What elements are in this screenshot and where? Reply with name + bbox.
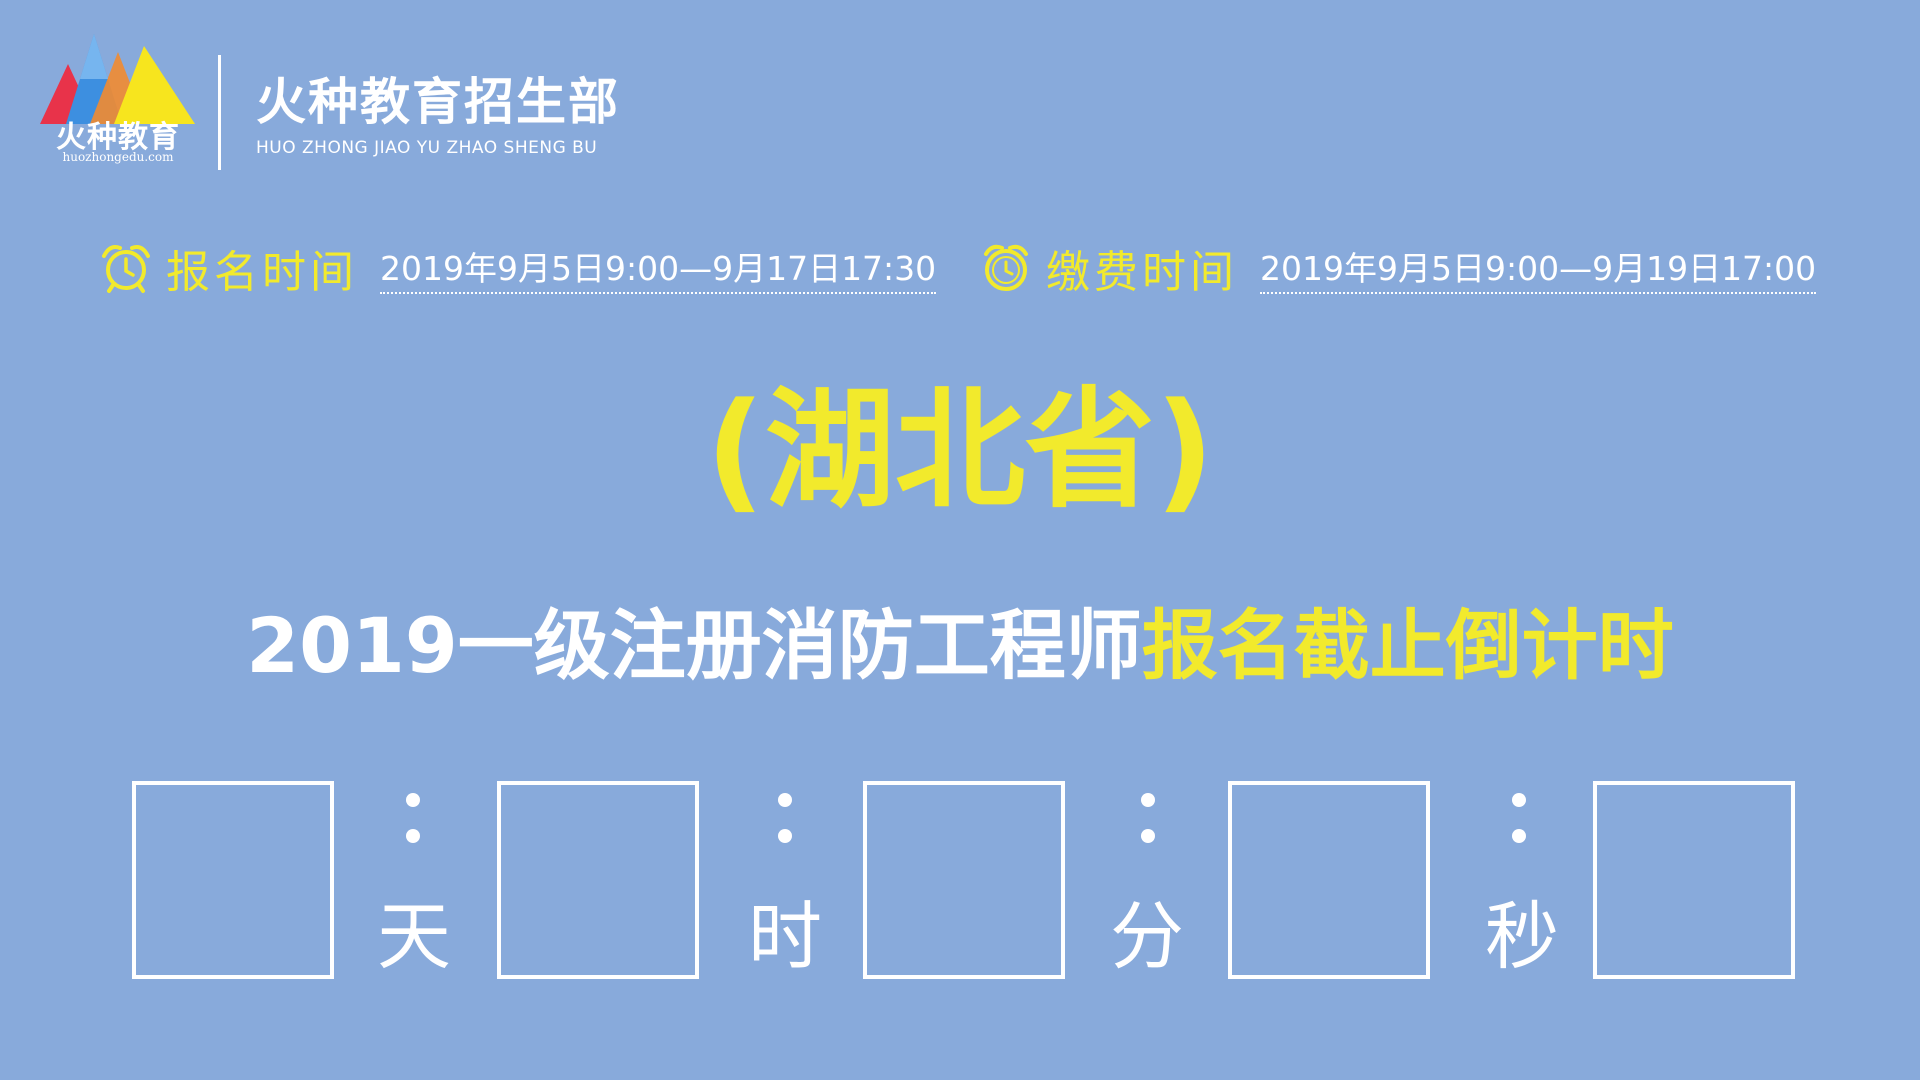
registration-time-value: 2019年9月5日9:00—9月17日17:30 (380, 242, 937, 294)
payment-time-value: 2019年9月5日9:00—9月19日17:00 (1260, 242, 1817, 294)
province-title: (湖北省) (705, 374, 1215, 526)
headline-exam-name: 2019一级注册消防工程师 (246, 601, 1142, 690)
registration-time-label: 报名时间 (166, 247, 358, 298)
countdown-box-5 (1593, 781, 1795, 979)
countdown-colon (1512, 793, 1526, 843)
countdown-box-1 (132, 781, 334, 979)
countdown-box-3 (863, 781, 1065, 979)
unit-hour-label: 时 (748, 894, 822, 980)
alarm-clock-icon (984, 244, 1028, 291)
unit-day-label: 天 (377, 894, 451, 980)
countdown-headline: 2019一级注册消防工程师报名截止倒计时 (0, 596, 1920, 696)
alarm-clock-icon (102, 245, 150, 293)
countdown-box-4 (1228, 781, 1430, 979)
logo-url: huozhongedu.com (62, 150, 174, 164)
payment-time-row: 缴费时间 2019年9月5日9:00—9月19日17:00 (980, 238, 1817, 298)
unit-minute-label: 分 (1110, 894, 1184, 980)
brand-subtitle: HUO ZHONG JIAO YU ZHAO SHENG BU (256, 138, 598, 158)
countdown-colon (778, 793, 792, 843)
headline-countdown-label: 报名截止倒计时 (1141, 601, 1674, 690)
unit-second-label: 秒 (1485, 894, 1559, 980)
registration-time-row: 报名时间 2019年9月5日9:00—9月17日17:30 (100, 238, 937, 298)
countdown-colon (1141, 793, 1155, 843)
countdown-box-2 (497, 781, 699, 979)
header-divider (218, 55, 221, 170)
brand-title: 火种教育招生部 (256, 73, 620, 131)
countdown-colon (406, 793, 420, 843)
logo-mountains-icon (40, 34, 195, 124)
logo-name: 火种教育 (56, 120, 180, 155)
payment-time-label: 缴费时间 (1046, 247, 1238, 298)
